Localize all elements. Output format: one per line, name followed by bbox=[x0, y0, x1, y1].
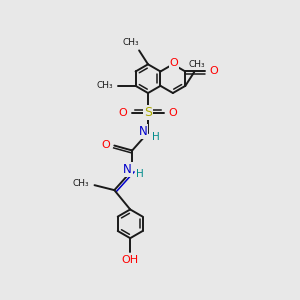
Text: O: O bbox=[169, 58, 178, 68]
Text: OH: OH bbox=[122, 255, 139, 265]
Text: S: S bbox=[144, 106, 152, 119]
Text: N: N bbox=[139, 125, 147, 138]
Text: CH₃: CH₃ bbox=[189, 60, 206, 69]
Text: CH₃: CH₃ bbox=[72, 179, 89, 188]
Text: H: H bbox=[136, 169, 144, 179]
Text: H: H bbox=[152, 132, 160, 142]
Text: CH₃: CH₃ bbox=[97, 81, 113, 90]
Text: O: O bbox=[210, 67, 218, 76]
Text: O: O bbox=[101, 140, 110, 150]
Text: N: N bbox=[123, 163, 132, 176]
Text: O: O bbox=[168, 108, 177, 118]
Text: O: O bbox=[119, 108, 128, 118]
Text: CH₃: CH₃ bbox=[123, 38, 140, 47]
